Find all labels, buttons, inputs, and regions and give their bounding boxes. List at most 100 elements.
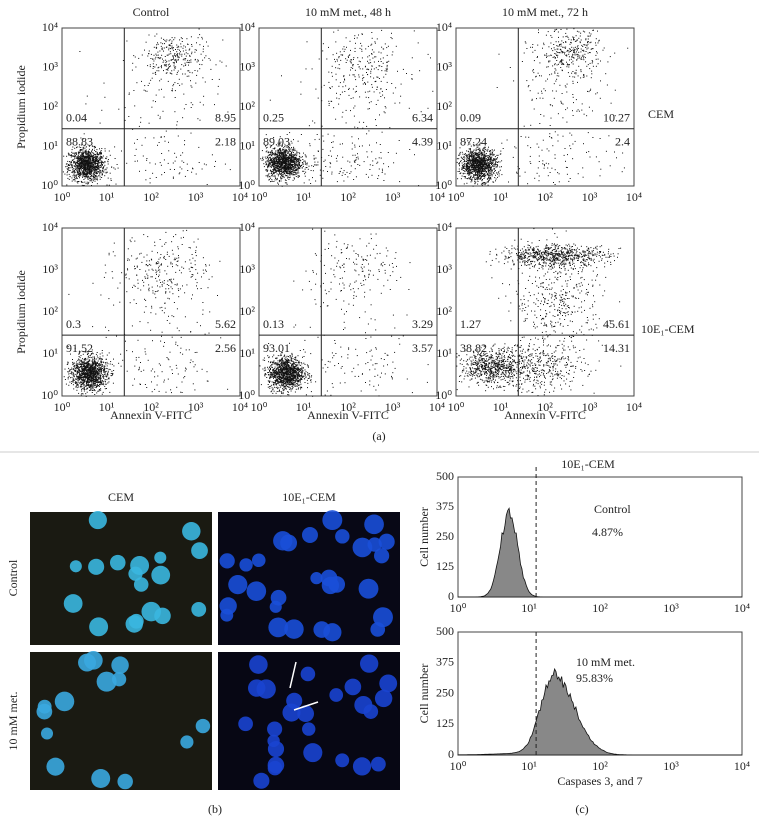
dot — [275, 158, 276, 159]
dot — [379, 65, 380, 66]
dot — [366, 97, 367, 98]
dot — [489, 161, 490, 162]
dot — [284, 161, 285, 162]
dot — [92, 161, 93, 162]
dot — [153, 137, 154, 138]
dot — [592, 61, 593, 62]
dot — [181, 56, 182, 57]
dot — [374, 68, 375, 69]
dot — [586, 49, 587, 50]
dot — [333, 107, 334, 108]
dot — [289, 149, 290, 150]
dot — [489, 173, 490, 174]
dot — [267, 157, 268, 158]
dot — [144, 50, 145, 51]
dot — [86, 174, 87, 175]
dot — [155, 164, 156, 165]
dot — [166, 131, 167, 132]
dot — [87, 158, 88, 159]
dot — [79, 175, 80, 176]
dot — [590, 35, 591, 36]
dot — [82, 168, 83, 169]
dot — [174, 153, 175, 154]
dot — [281, 153, 282, 154]
dot — [305, 164, 306, 165]
dot — [175, 59, 176, 60]
dot — [108, 164, 109, 165]
dot — [271, 181, 272, 182]
dot — [530, 47, 531, 48]
dot — [548, 46, 549, 47]
dot — [87, 96, 88, 97]
dot — [583, 77, 584, 78]
dot — [353, 97, 354, 98]
dot — [115, 158, 116, 159]
dot — [277, 173, 278, 174]
dot — [275, 167, 276, 168]
dot — [488, 185, 489, 186]
dot — [473, 170, 474, 171]
dot — [281, 75, 282, 76]
dot — [77, 162, 78, 163]
dot — [374, 41, 375, 42]
dot — [600, 175, 601, 176]
dot — [470, 177, 471, 178]
dot — [349, 173, 350, 174]
dot — [482, 152, 483, 153]
dot — [100, 123, 101, 124]
dot — [530, 125, 531, 126]
dot — [563, 36, 564, 37]
dot — [266, 151, 267, 152]
dot — [71, 152, 72, 153]
dot — [573, 115, 574, 116]
dot — [399, 140, 400, 141]
dot — [283, 156, 284, 157]
dot — [622, 171, 623, 172]
dot — [80, 165, 81, 166]
dot — [475, 172, 476, 173]
dot — [568, 54, 569, 55]
dot — [555, 63, 556, 64]
dot — [79, 51, 80, 52]
dot — [492, 170, 493, 171]
dot — [182, 161, 183, 162]
dot — [543, 88, 544, 89]
dot — [336, 79, 337, 80]
dot — [552, 90, 553, 91]
dot — [83, 151, 84, 152]
dot — [88, 183, 89, 184]
dot — [77, 174, 78, 175]
y-axis-label: Propidium iodide — [14, 65, 28, 149]
dot — [482, 158, 483, 159]
dot — [202, 169, 203, 170]
dot — [158, 70, 159, 71]
dot — [77, 166, 78, 167]
dot — [591, 77, 592, 78]
dot — [481, 158, 482, 159]
dot — [471, 154, 472, 155]
dot — [282, 178, 283, 179]
dot — [479, 152, 480, 153]
dot — [100, 162, 101, 163]
dot — [498, 171, 499, 172]
dot — [280, 155, 281, 156]
dot — [551, 37, 552, 38]
dot — [189, 49, 190, 50]
dot — [307, 163, 308, 164]
dot — [264, 166, 265, 167]
dot — [267, 167, 268, 168]
dot — [215, 161, 216, 162]
dot — [266, 175, 267, 176]
dot — [486, 171, 487, 172]
dot — [495, 170, 496, 171]
dot — [479, 154, 480, 155]
dot — [162, 49, 163, 50]
dot — [297, 152, 298, 153]
dot — [159, 80, 160, 81]
dot — [93, 166, 94, 167]
dot — [100, 165, 101, 166]
dot — [335, 41, 336, 42]
dot — [372, 54, 373, 55]
dot — [476, 169, 477, 170]
dot — [567, 108, 568, 109]
